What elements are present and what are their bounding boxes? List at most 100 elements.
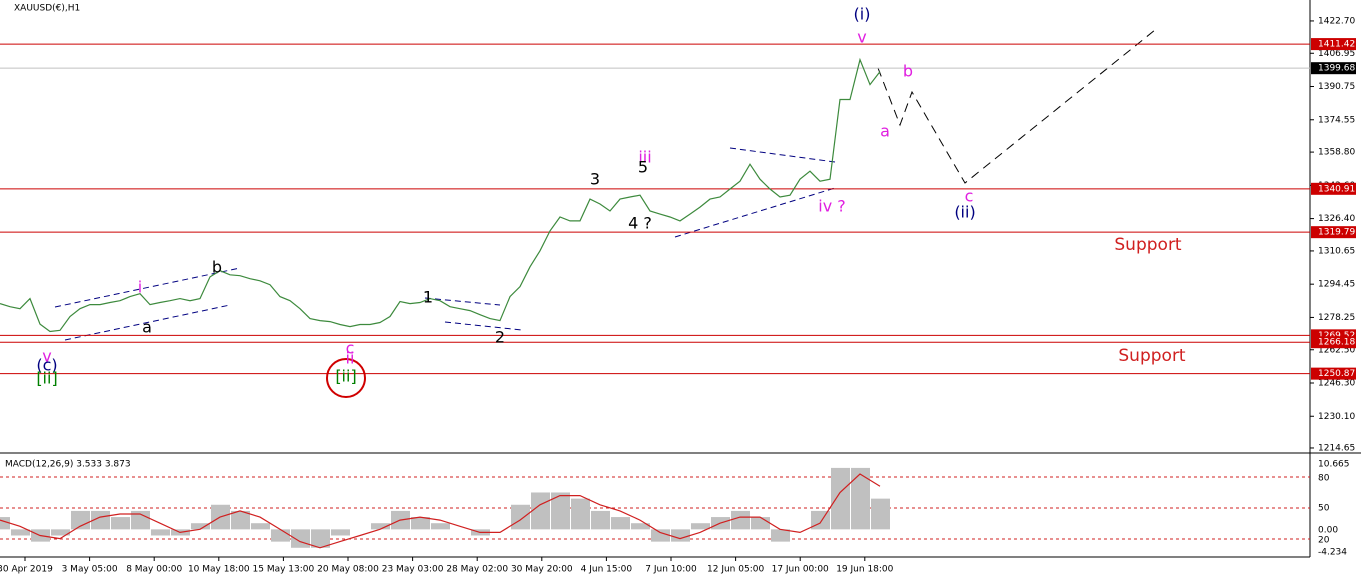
level-label-box: [1311, 226, 1356, 239]
wave-label: 2: [495, 328, 505, 347]
macd-bar: [91, 510, 110, 530]
macd-bar: [871, 498, 890, 530]
macd-bar: [0, 517, 10, 530]
level-label: 1250.87: [1318, 369, 1355, 379]
level-label: 1269.52: [1318, 331, 1355, 341]
wave-label: [ii]: [36, 369, 57, 388]
wave-label: a: [142, 318, 152, 337]
macd-bar: [751, 517, 770, 530]
macd-bar: [131, 510, 150, 530]
level-label-box: [1311, 38, 1356, 51]
macd-bar: [531, 492, 550, 530]
macd-bar: [311, 529, 330, 548]
wave-label: a: [880, 122, 890, 141]
level-label: 1411.42: [1318, 40, 1355, 50]
macd-bar: [691, 523, 710, 530]
x-tick-label: 20 May 08:00: [317, 565, 379, 575]
x-tick-label: 30 May 20:00: [511, 565, 573, 575]
level-label: 1340.91: [1318, 184, 1355, 194]
macd-bar: [151, 529, 170, 536]
wave-label: c: [965, 187, 974, 206]
x-tick-label: 19 Jun 18:00: [836, 565, 893, 575]
channel-lines: [54, 147, 836, 341]
y-tick-label: 1278.25: [1318, 313, 1355, 323]
macd-tick-label: 50: [1318, 504, 1330, 514]
macd-bar: [591, 510, 610, 530]
macd-bar: [551, 492, 570, 530]
y-tick-label: 1294.45: [1318, 280, 1355, 290]
macd-bar: [431, 523, 450, 530]
macd-bar: [51, 529, 70, 536]
macd-tick-label: -4.234: [1318, 548, 1347, 558]
y-tick-label: 1374.55: [1318, 115, 1355, 125]
macd-bar: [831, 467, 850, 530]
wave-label: iii: [638, 148, 651, 167]
x-tick-label: 28 May 02:00: [446, 565, 508, 575]
y-tick-label: 1422.70: [1318, 16, 1355, 26]
macd-bar: [611, 517, 630, 530]
x-tick-label: 15 May 13:00: [253, 565, 315, 575]
wave-circle: [326, 358, 366, 398]
wave-label: 5: [638, 158, 648, 177]
macd-bar: [731, 510, 750, 530]
wave-label: [ii]: [335, 367, 356, 386]
macd-bar: [571, 498, 590, 530]
wave-label: 4 ?: [628, 214, 652, 233]
wave-label: i: [138, 278, 142, 297]
macd-label: MACD(12,26,9) 3.533 3.873: [5, 460, 131, 470]
price-line: [0, 57, 881, 333]
macd-tick-label: 0.00: [1318, 526, 1338, 536]
chart-title: XAUUSD(€),H1: [14, 4, 80, 14]
macd-bar: [291, 529, 310, 548]
macd-bar: [331, 529, 350, 536]
wave-label: 3: [590, 170, 600, 189]
level-label-box: [1311, 182, 1356, 195]
x-tick-label: 10 May 18:00: [188, 565, 250, 575]
macd-bar: [651, 529, 670, 542]
macd-bar: [511, 504, 530, 530]
y-tick-label: 1310.65: [1318, 246, 1355, 256]
level-label-box: [1311, 367, 1356, 380]
macd-tick-label: 10.665: [1318, 460, 1350, 470]
wave-label: b: [903, 62, 913, 81]
x-tick-label: 17 Jun 00:00: [772, 565, 829, 575]
macd-signal: [0, 473, 881, 549]
macd-bar: [371, 523, 390, 530]
wave-label: v: [42, 347, 51, 366]
wave-label: ii: [346, 349, 355, 368]
y-tick-label: 1262.50: [1318, 345, 1355, 355]
y-tick-label: 1214.65: [1318, 443, 1355, 453]
x-tick-label: 4 Jun 15:00: [581, 565, 633, 575]
x-tick-label: 7 Jun 10:00: [645, 565, 697, 575]
level-label: 1319.79: [1318, 228, 1355, 238]
wave-label: (i): [854, 5, 871, 24]
macd-bar: [191, 523, 210, 530]
macd-bar: [631, 523, 650, 530]
macd-bar: [851, 467, 870, 530]
wave-label: 1: [423, 288, 433, 307]
level-label: 1399.68: [1318, 64, 1355, 74]
y-tick-label: 1358.80: [1318, 148, 1355, 158]
forecast-path: [877, 29, 1156, 184]
level-label-box: [1311, 336, 1356, 349]
macd-bar: [671, 529, 690, 542]
wave-label: iv ?: [818, 197, 846, 216]
y-tick-label: 1390.75: [1318, 82, 1355, 92]
macd-bar: [411, 517, 430, 530]
x-tick-label: 3 May 05:00: [62, 565, 118, 575]
x-tick-label: 30 Apr 2019: [0, 565, 53, 575]
support-label: Support: [1118, 346, 1186, 366]
macd-bar: [771, 529, 790, 542]
x-tick-label: 12 Jun 05:00: [707, 565, 764, 575]
macd-tick-label: 80: [1318, 474, 1330, 484]
macd-bar: [271, 529, 290, 542]
level-label: 1266.18: [1318, 338, 1355, 348]
macd-bar: [11, 529, 30, 536]
macd-bar: [231, 510, 250, 530]
wave-label: v: [857, 28, 866, 47]
level-label-box: [1311, 62, 1356, 75]
macd-bar: [71, 510, 90, 530]
x-tick-label: 23 May 03:00: [382, 565, 444, 575]
